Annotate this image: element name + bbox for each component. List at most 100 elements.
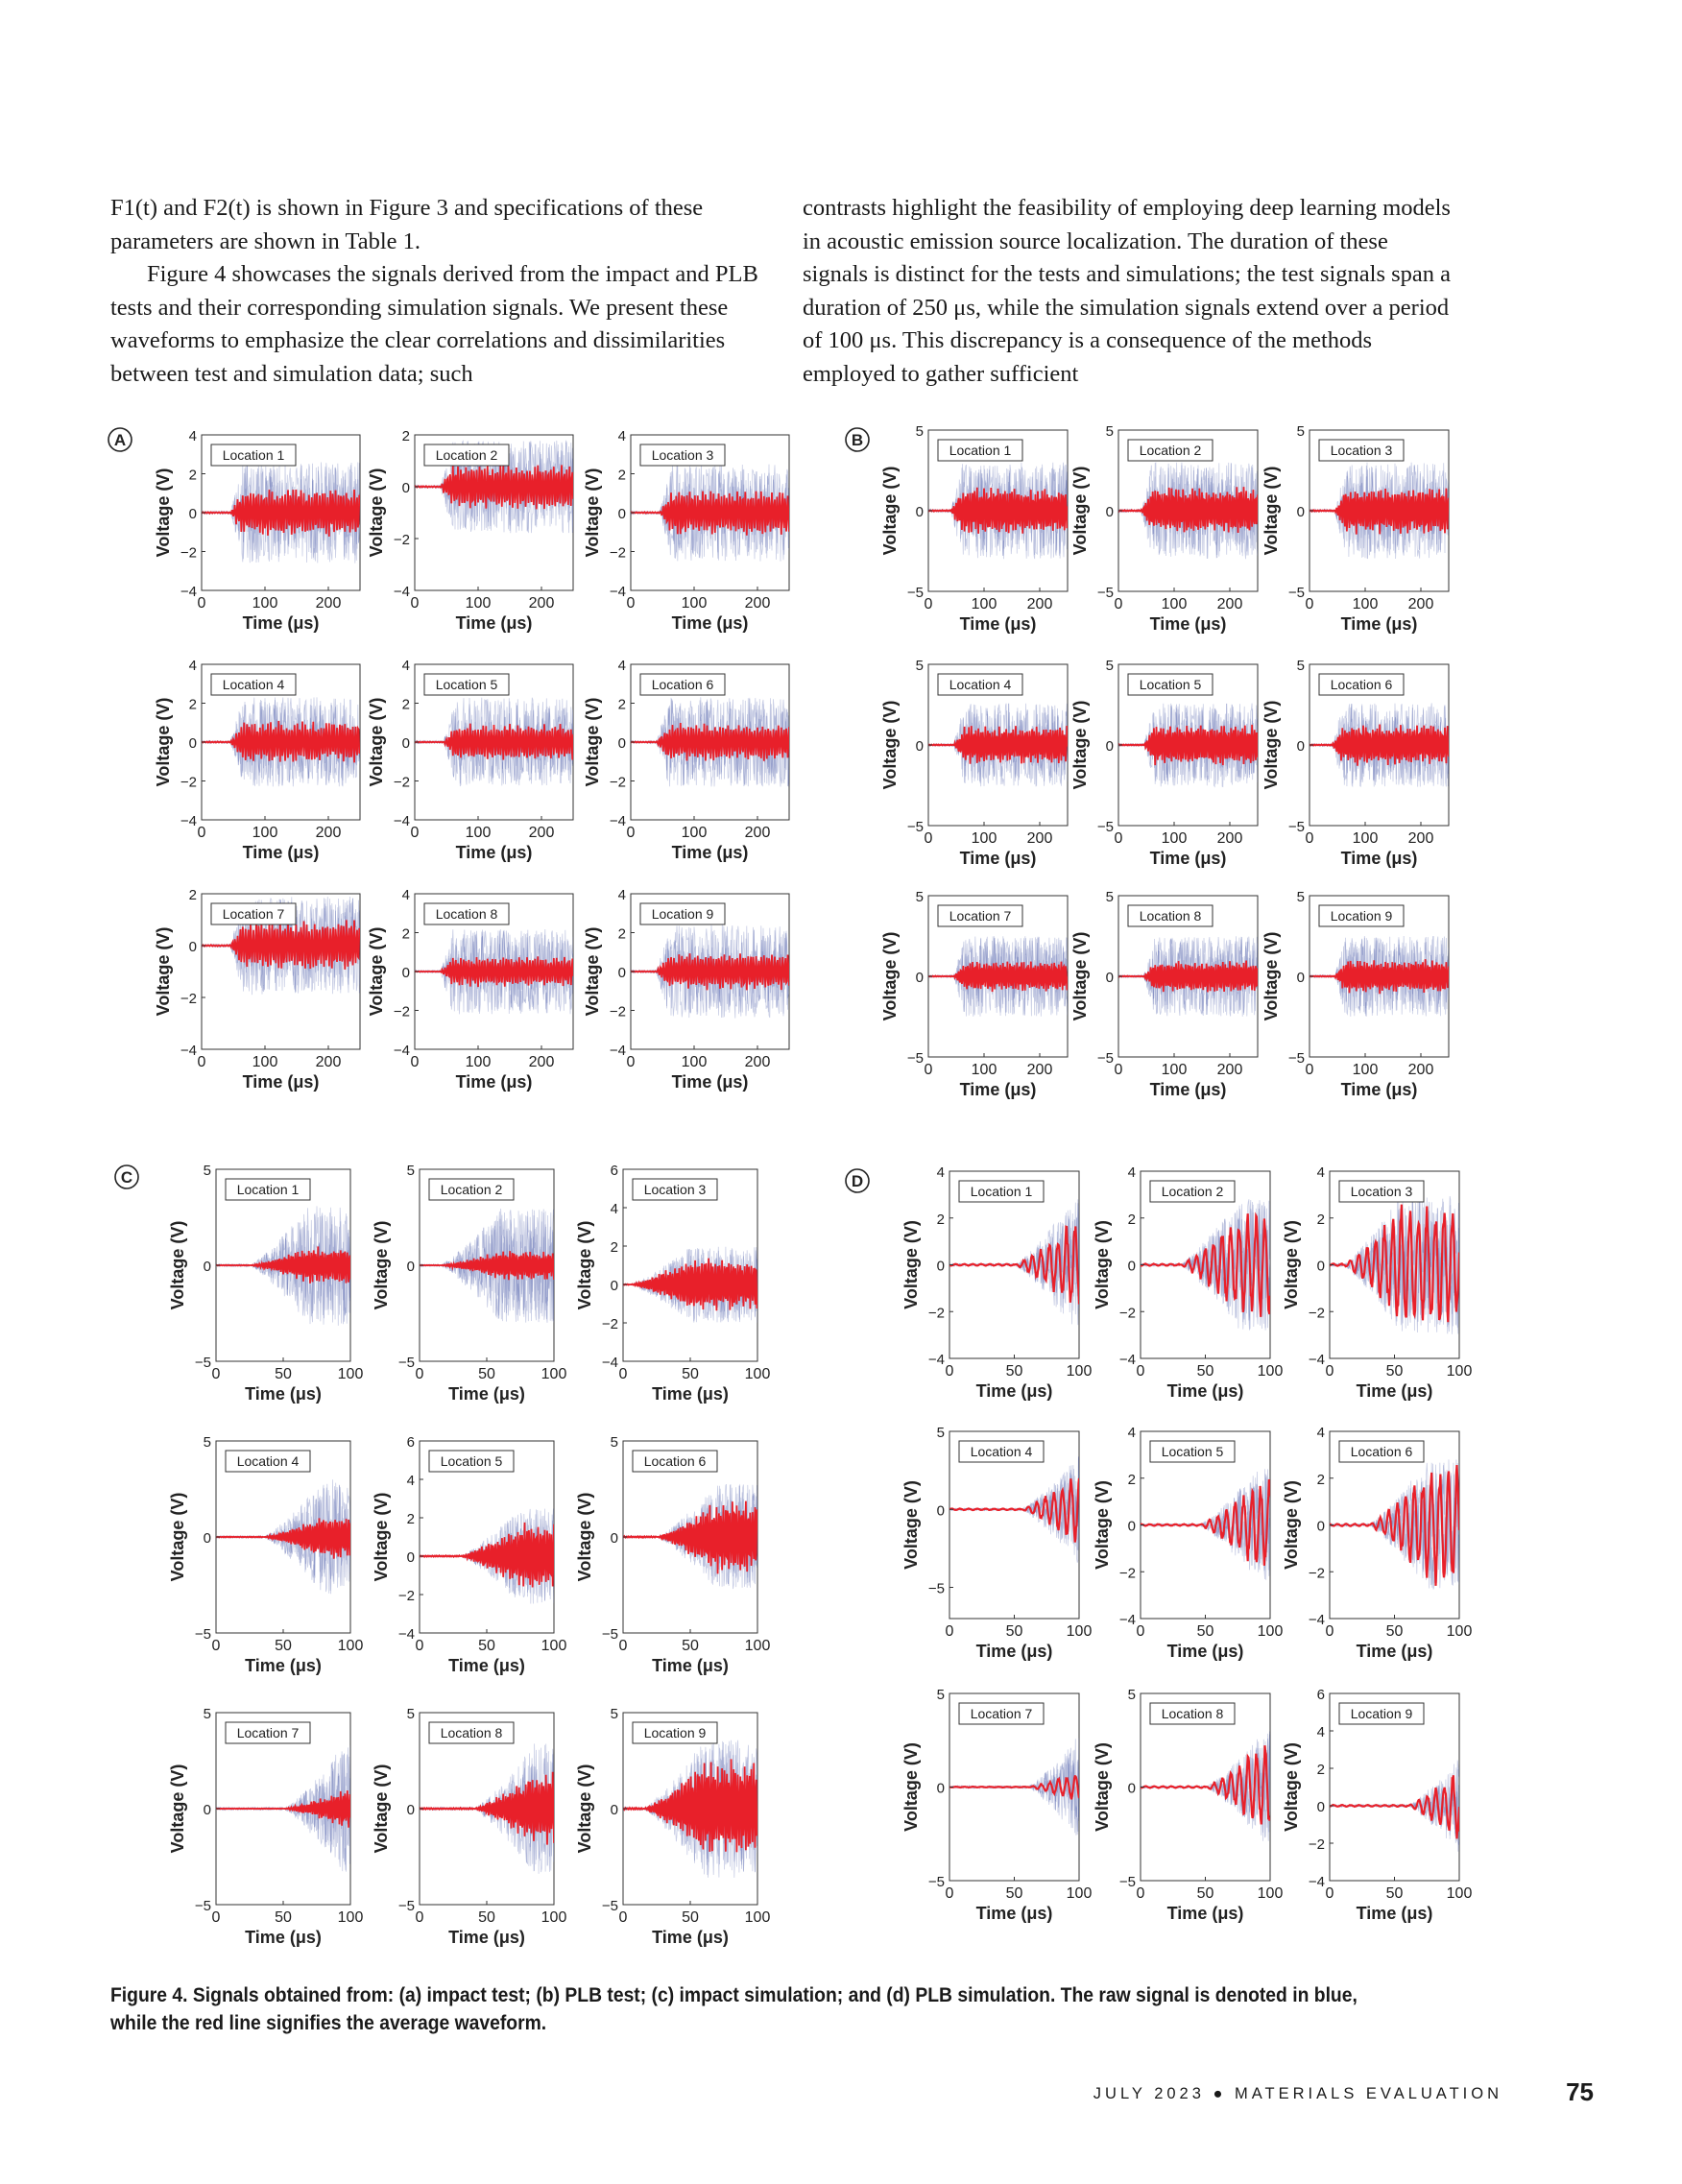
x-axis-label: Time (μs): [960, 614, 1037, 634]
x-tick-label: 200: [745, 825, 771, 841]
y-tick-label: 2: [402, 926, 410, 943]
location-label: Location 7: [223, 906, 285, 922]
subplot: −4 −2 0 2 4 0 50 100 Time (μs) Voltage (V) Locatio…: [1093, 1425, 1283, 1661]
y-tick-label: −5: [1288, 1050, 1305, 1067]
signal-group: [202, 697, 360, 787]
signal-group: [216, 1206, 350, 1326]
location-label: Location 3: [1351, 1184, 1413, 1199]
x-tick-label: 100: [1067, 1623, 1093, 1640]
y-tick-label: −5: [1288, 585, 1305, 601]
y-tick-label: 4: [1128, 1425, 1136, 1441]
y-tick-label: 2: [1128, 1472, 1136, 1488]
x-axis-label: Time (μs): [243, 1072, 320, 1092]
location-label-box: [225, 1450, 311, 1473]
y-axis-label: Voltage (V): [367, 468, 386, 558]
average-signal-line: [1330, 1775, 1459, 1839]
y-tick-label: 0: [1106, 738, 1114, 755]
y-tick-label: −5: [907, 585, 924, 601]
x-tick-label: 50: [275, 1638, 292, 1654]
y-tick-label: 0: [407, 1802, 415, 1818]
location-label-box: [639, 673, 726, 696]
y-tick-label: 2: [937, 1212, 945, 1228]
average-signal-line: [1310, 959, 1449, 995]
x-axis-label: Time (μs): [456, 1072, 533, 1092]
x-tick-label: 100: [338, 1638, 364, 1654]
location-label-box: [225, 1178, 311, 1201]
y-tick-label: −5: [907, 1050, 924, 1067]
x-tick-label: 0: [1306, 596, 1314, 612]
x-axis-label: Time (μs): [960, 1080, 1037, 1099]
x-tick-label: 100: [1447, 1363, 1473, 1380]
y-tick-label: 2: [189, 887, 197, 903]
journal-name: JULY 2023 ● MATERIALS EVALUATION: [1093, 2085, 1502, 2102]
subplot: −4 −2 0 2 4 6 0 50 100 Time (μs) Voltage (V) Locati…: [1282, 1687, 1472, 1923]
signal-group: [1330, 1195, 1459, 1334]
y-tick-label: 0: [1128, 1781, 1136, 1797]
average-signal-line: [1141, 1479, 1270, 1566]
y-tick-label: −2: [610, 545, 626, 562]
x-tick-label: 0: [416, 1638, 424, 1654]
signal-group: [631, 697, 789, 787]
location-label-box: [639, 902, 726, 925]
y-tick-label: 0: [407, 1549, 415, 1566]
x-tick-label: 100: [745, 1909, 771, 1926]
x-tick-label: 100: [745, 1366, 771, 1382]
location-label-box: [1149, 1702, 1236, 1725]
x-tick-label: 50: [275, 1909, 292, 1926]
x-tick-label: 50: [682, 1638, 699, 1654]
y-tick-label: 5: [204, 1163, 211, 1179]
y-axis-label: Voltage (V): [880, 701, 900, 790]
y-tick-label: 0: [937, 1259, 945, 1275]
x-tick-label: 100: [541, 1366, 567, 1382]
average-signal-line: [1118, 960, 1258, 993]
y-tick-label: 0: [611, 1278, 618, 1294]
raw-signal-line: [1118, 703, 1258, 786]
average-signal-line: [216, 1790, 350, 1828]
y-tick-label: 5: [1297, 658, 1305, 674]
x-tick-label: 100: [972, 596, 997, 612]
y-tick-label: 6: [407, 1434, 415, 1451]
x-tick-label: 100: [972, 1062, 997, 1078]
y-tick-label: 0: [204, 1802, 211, 1818]
y-axis-label: Voltage (V): [372, 1764, 391, 1854]
signal-group: [216, 1479, 350, 1595]
y-tick-label: −2: [1309, 1305, 1325, 1321]
x-tick-label: 200: [1027, 1062, 1053, 1078]
location-label: Location 1: [971, 1184, 1033, 1199]
y-tick-label: 0: [402, 480, 410, 496]
raw-signal-line: [415, 697, 573, 786]
y-tick-label: 2: [611, 1239, 618, 1256]
y-tick-label: 5: [204, 1434, 211, 1451]
average-signal-line: [420, 1771, 554, 1845]
x-tick-label: 200: [1217, 1062, 1243, 1078]
y-tick-label: 0: [1297, 504, 1305, 520]
y-axis-label: Voltage (V): [880, 467, 900, 556]
location-label: Location 9: [652, 906, 714, 922]
x-tick-label: 0: [411, 595, 420, 612]
y-tick-label: 0: [916, 504, 924, 520]
x-axis-label: Time (μs): [243, 843, 320, 862]
y-tick-label: 6: [1317, 1687, 1325, 1703]
paragraph: contrasts highlight the feasibility of e…: [803, 195, 1452, 387]
location-label: Location 8: [1140, 908, 1202, 924]
average-signal-line: [1118, 487, 1258, 534]
location-label: Location 5: [1140, 677, 1202, 692]
figure-caption: Figure 4. Signals obtained from: (a) imp…: [110, 1984, 1358, 2034]
signal-group: [1118, 703, 1258, 788]
y-tick-label: 4: [189, 428, 197, 444]
x-tick-label: 0: [1326, 1885, 1334, 1902]
location-label: Location 9: [1351, 1706, 1413, 1721]
y-tick-label: 5: [937, 1687, 945, 1703]
signal-group: [928, 703, 1068, 787]
x-tick-label: 200: [529, 595, 555, 612]
signal-group: [1118, 936, 1258, 1017]
y-axis-label: Voltage (V): [575, 1493, 594, 1582]
y-tick-label: −5: [1288, 819, 1305, 835]
page-number: 75: [1566, 2077, 1594, 2106]
x-axis-label: Time (μs): [960, 849, 1037, 868]
x-tick-label: 50: [275, 1366, 292, 1382]
average-signal-line: [1141, 1745, 1270, 1825]
